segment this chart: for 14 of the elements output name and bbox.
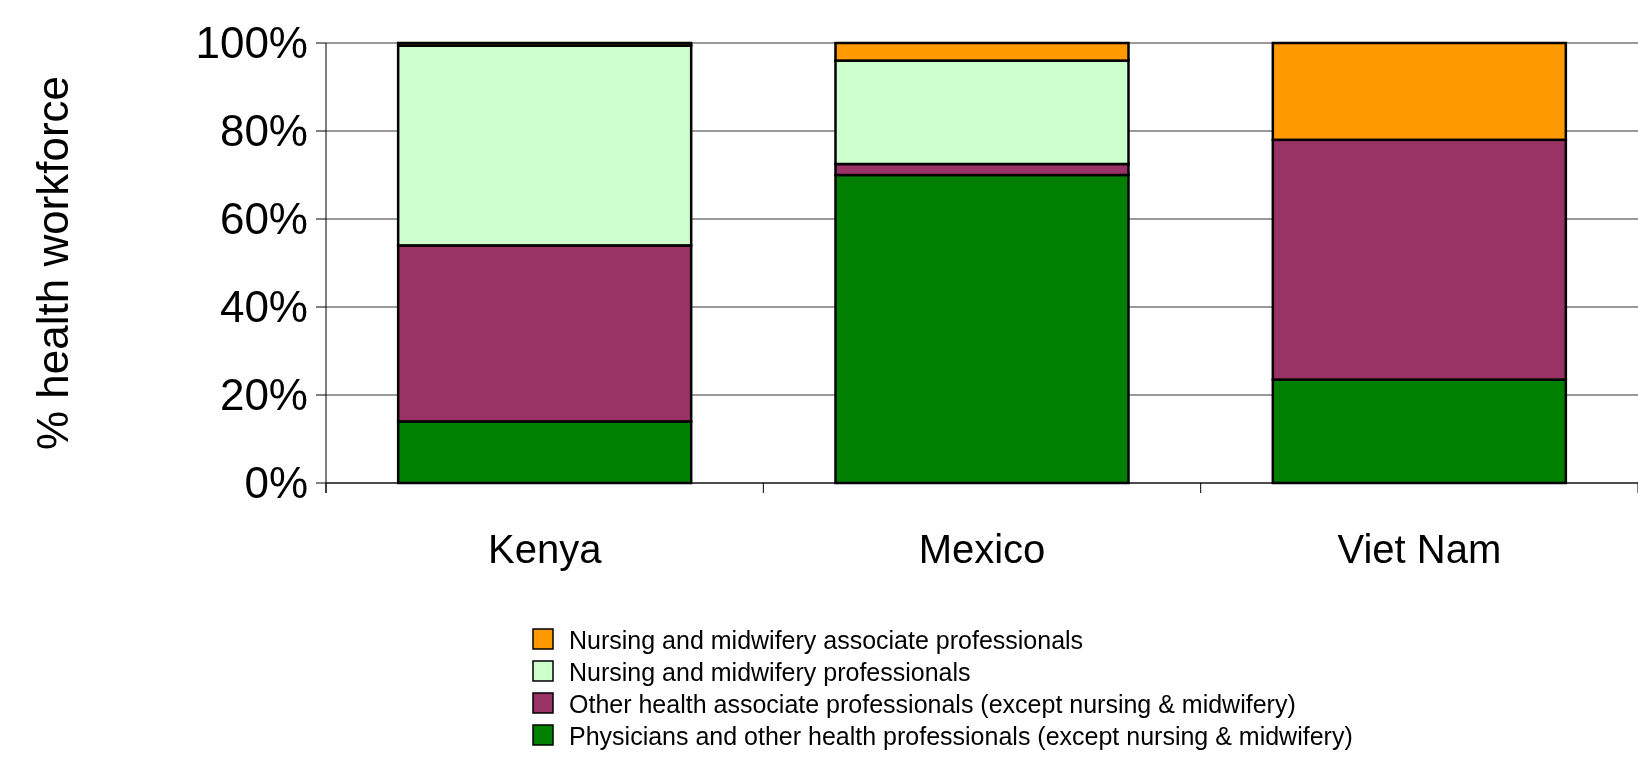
y-tick-label: 100% xyxy=(195,18,308,68)
x-tick-label: Mexico xyxy=(918,527,1046,571)
y-tick-label: 60% xyxy=(219,194,308,244)
y-axis-title: % health workforce xyxy=(28,75,77,451)
y-tick-label: 0% xyxy=(244,458,308,508)
y-tick-label: 40% xyxy=(219,282,308,332)
legend-label: Nursing and midwifery associate professionals xyxy=(569,625,1084,654)
x-tick-label: Kenya xyxy=(487,527,603,571)
x-tick-label: Viet Nam xyxy=(1337,527,1502,571)
y-tick-label: 80% xyxy=(219,106,308,156)
legend-label: Other health associate professionals (except nursing & midwifery) xyxy=(569,689,1296,718)
y-tick-label: 20% xyxy=(219,370,308,420)
legend-label: Nursing and midwifery professionals xyxy=(569,657,971,686)
legend-label: Physicians and other health professionals (except nursing & midwifery) xyxy=(569,721,1353,750)
